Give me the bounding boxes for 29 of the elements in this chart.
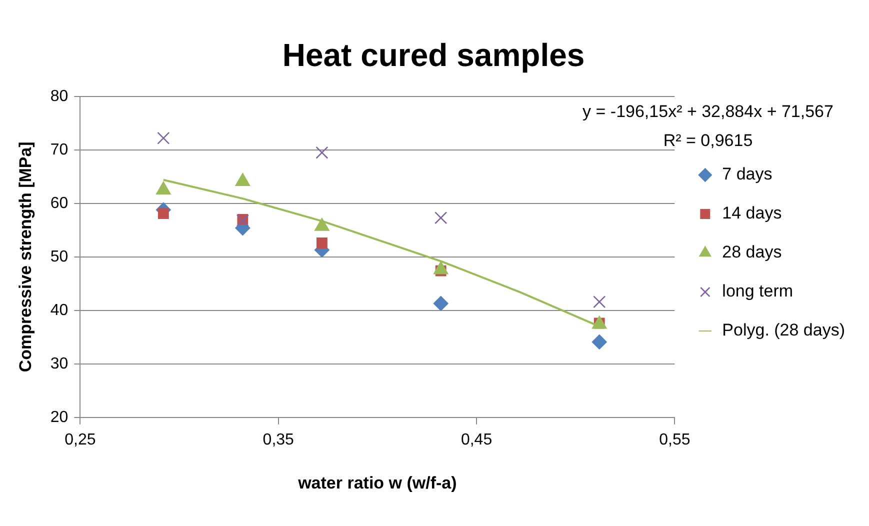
point <box>157 132 170 144</box>
y-tick-label: 80 <box>50 88 68 105</box>
legend-label: 14 days <box>722 204 782 223</box>
annotation: y = -196,15x² + 32,884x + 71,567 <box>582 102 834 122</box>
legend-label: 28 days <box>722 242 782 262</box>
y-tick-label: 60 <box>50 194 68 212</box>
annotation: R² = 0,9615 <box>663 131 753 150</box>
y-tick-label: 30 <box>50 355 68 372</box>
x-tick-label: 0,45 <box>460 431 492 448</box>
legend-label: 7 days <box>722 164 772 184</box>
point <box>592 334 607 350</box>
y-tick-label: 20 <box>50 408 68 426</box>
x-tick-label: 0,35 <box>262 431 294 448</box>
y-tick-label: 70 <box>50 141 68 158</box>
x-axis-title: water ratio w (w/f-a) <box>297 473 457 492</box>
x-tick-label: 0,25 <box>64 431 96 448</box>
legend-label: long term <box>722 282 794 301</box>
legend-label: Polyg. (28 days) <box>722 320 846 340</box>
point <box>316 238 328 248</box>
x-tick-label: 0,55 <box>659 431 690 448</box>
y-axis-title: Compressive strength [MPa] <box>16 142 35 372</box>
point <box>316 146 328 159</box>
point <box>158 208 169 220</box>
chart-title: Heat cured samples <box>282 37 585 74</box>
point <box>593 296 606 308</box>
point <box>434 212 448 224</box>
y-tick-label: 40 <box>50 302 68 319</box>
point <box>433 296 448 311</box>
y-tick-label: 50 <box>50 248 68 266</box>
